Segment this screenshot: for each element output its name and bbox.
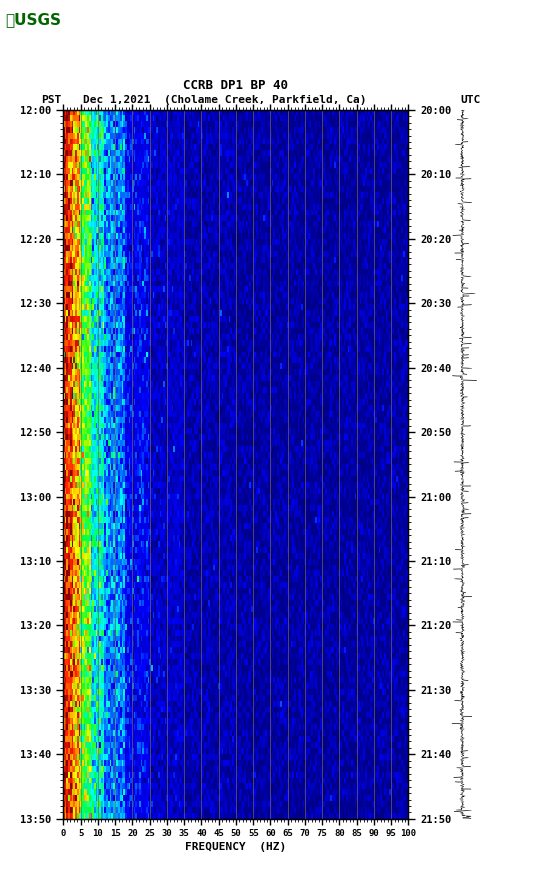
Text: CCRB DP1 BP 40: CCRB DP1 BP 40 [183,78,289,92]
Text: PST: PST [41,95,62,105]
Text: Dec 1,2021  (Cholame Creek, Parkfield, Ca): Dec 1,2021 (Cholame Creek, Parkfield, Ca… [83,95,367,105]
Text: UTC: UTC [460,95,480,105]
Text: ⛰USGS: ⛰USGS [6,12,61,28]
X-axis label: FREQUENCY  (HZ): FREQUENCY (HZ) [185,842,286,853]
